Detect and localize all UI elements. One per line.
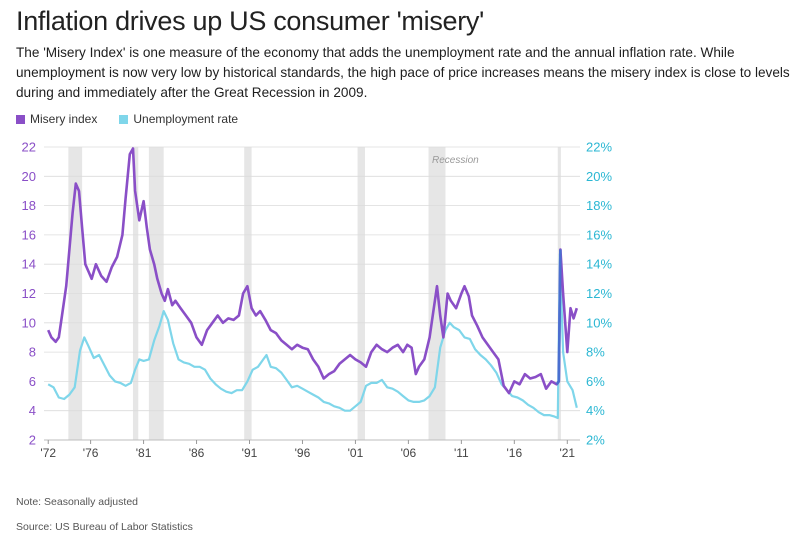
x-tick-label: '76 [83,446,99,460]
chart-subtitle: The 'Misery Index' is one measure of the… [16,45,790,100]
right-tick-label: 12% [586,286,612,301]
misery-swatch [16,114,25,124]
left-tick-label: 4 [29,403,36,418]
x-tick-label: '96 [295,446,311,460]
unemployment-series [47,252,578,420]
x-tick-label: '11 [454,446,469,460]
x-tick-label: '72 [40,446,56,460]
right-tick-label: 14% [586,257,612,272]
left-tick-label: 22 [22,140,36,155]
right-tick-label: 20% [586,169,612,184]
legend-label-unemployment: Unemployment rate [133,112,239,126]
right-tick-label: 2% [586,433,605,448]
x-tick-label: '21 [559,446,575,460]
x-tick-label: '16 [507,446,523,460]
chart-legend: Misery index Unemployment rate [16,112,238,126]
x-tick-label: '01 [348,446,364,460]
right-tick-label: 22% [586,140,612,155]
left-tick-label: 6 [29,374,36,389]
x-tick-label: '91 [242,446,258,460]
unemployment-swatch [119,114,129,124]
right-tick-label: 8% [586,345,605,360]
left-tick-label: 12 [22,286,36,301]
grid-lines [44,146,580,441]
left-tick-label: 2 [29,433,36,448]
left-y-axis: 2 4 6 8 10 12 14 16 18 20 22 [22,140,36,448]
right-tick-label: 4% [586,403,605,418]
x-axis: '72 '76 '81 '86 '91 '96 '01 '06 '11 '16 '21 [40,440,575,460]
left-tick-label: 10 [22,315,36,330]
chart-title: Inflation drives up US consumer 'misery' [16,6,484,36]
covid-spike-overlap [555,249,562,386]
right-tick-label: 16% [586,227,612,242]
chart-source: Source: US Bureau of Labor Statistics [16,521,193,533]
left-tick-label: 8 [29,345,36,360]
x-tick-label: '06 [401,446,417,460]
x-tick-label: '86 [189,446,205,460]
chart-note: Note: Seasonally adjusted [16,496,138,508]
left-tick-label: 16 [22,227,36,242]
unemployment-line [47,252,578,420]
x-tick-label: '81 [136,446,152,460]
legend-item-misery: Misery index [16,112,97,126]
left-tick-label: 20 [22,169,36,184]
line-chart: Recession 2 4 6 8 10 12 14 16 18 20 22 2% 4% 6% 8% 10%… [22,140,613,461]
right-tick-label: 10% [586,315,612,330]
legend-item-unemployment: Unemployment rate [119,112,238,126]
left-tick-label: 18 [22,198,36,213]
misery-line [47,147,579,395]
left-tick-label: 14 [22,257,36,272]
misery-series [47,147,579,395]
right-tick-label: 18% [586,198,612,213]
legend-label-misery: Misery index [30,112,98,126]
right-y-axis: 2% 4% 6% 8% 10% 12% 14% 16% 18% 20% 22% [586,140,612,448]
right-tick-label: 6% [586,374,605,389]
recession-label: Recession [432,155,479,166]
